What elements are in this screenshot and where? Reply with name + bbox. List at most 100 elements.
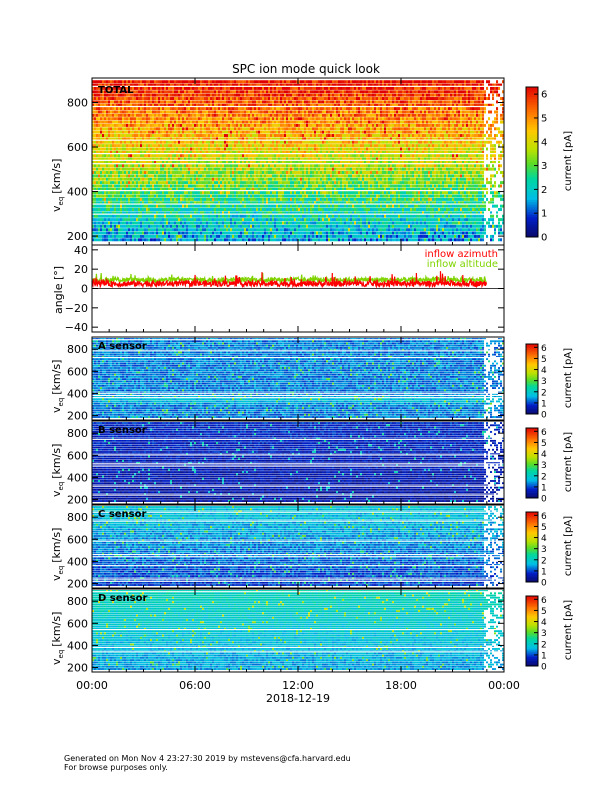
heatmap-cell [288, 188, 290, 190]
heatmap-cell [344, 195, 346, 198]
heatmap-cell [340, 208, 342, 211]
heatmap-cell [118, 218, 120, 221]
heatmap-cell [248, 218, 250, 221]
heatmap-cell [264, 225, 266, 228]
heatmap-cell [394, 191, 396, 194]
heatmap-cell [124, 208, 126, 211]
heatmap-cell [124, 218, 126, 221]
heatmap-cell [154, 184, 156, 187]
heatmap-cell [250, 221, 252, 224]
heatmap-cell [134, 188, 136, 190]
heatmap-cell [348, 205, 350, 208]
heatmap-cell [408, 228, 410, 231]
heatmap-cell [296, 201, 298, 203]
heatmap-cell [430, 198, 432, 201]
heatmap-cell [152, 181, 154, 184]
heatmap-cell [178, 174, 180, 177]
heatmap-cell [216, 215, 218, 218]
heatmap-cell [358, 225, 360, 228]
heatmap-cell [374, 184, 376, 187]
heatmap-cell [250, 178, 252, 181]
heatmap-cell [470, 174, 472, 177]
heatmap-cell [418, 218, 420, 221]
heatmap-cell [272, 188, 274, 190]
heatmap-cell [402, 232, 404, 235]
heatmap-cell [146, 205, 148, 208]
heatmap-cell [324, 178, 326, 181]
heatmap-cell [370, 201, 372, 203]
heatmap-cell [230, 238, 232, 241]
heatmap-cell [448, 218, 450, 221]
heatmap-cell [498, 225, 500, 228]
heatmap-cell [326, 178, 328, 181]
heatmap-cell [150, 232, 152, 235]
heatmap-cell [196, 225, 198, 228]
heatmap-cell [120, 211, 122, 213]
heatmap-cell [200, 235, 202, 238]
heatmap-cell [454, 198, 456, 201]
heatmap-cell [404, 235, 406, 238]
heatmap-cell [360, 191, 362, 194]
heatmap-cell [458, 225, 460, 228]
heatmap-cell [148, 198, 150, 201]
heatmap-cell [152, 184, 154, 187]
heatmap-cell [470, 218, 472, 221]
heatmap-cell [232, 228, 234, 231]
heatmap-cell [222, 221, 224, 224]
heatmap-cell [330, 188, 332, 190]
heatmap-cell [324, 198, 326, 201]
heatmap-cell [266, 191, 268, 194]
heatmap-cell [310, 188, 312, 190]
heatmap-cell [266, 205, 268, 208]
heatmap-cell [424, 228, 426, 231]
heatmap-cell [490, 218, 492, 221]
heatmap-cell [346, 215, 348, 218]
heatmap-cell [458, 184, 460, 187]
heatmap-cell [374, 215, 376, 218]
heatmap-cell [126, 201, 128, 203]
heatmap-cell [172, 191, 174, 194]
heatmap-cell [280, 211, 282, 213]
heatmap-cell [420, 184, 422, 187]
heatmap-cell [244, 178, 246, 181]
heatmap-cell [206, 191, 208, 194]
heatmap-cell [176, 198, 178, 201]
heatmap-cell [368, 178, 370, 181]
heatmap-cell [412, 218, 414, 221]
heatmap-cell [240, 225, 242, 228]
heatmap-cell [466, 184, 468, 187]
heatmap-cell [304, 238, 306, 241]
heatmap-cell [214, 201, 216, 203]
heatmap-cell [346, 188, 348, 190]
heatmap-cell [96, 221, 98, 224]
heatmap-cell [232, 195, 234, 198]
heatmap-cell [310, 195, 312, 198]
heatmap-cell [106, 195, 108, 198]
heatmap-cell [124, 195, 126, 198]
heatmap-cell [286, 232, 288, 235]
heatmap-cell [380, 198, 382, 201]
heatmap-cell [460, 238, 462, 241]
heatmap-cell [268, 221, 270, 224]
heatmap-cell [292, 218, 294, 221]
heatmap-cell [126, 208, 128, 211]
heatmap-cell [238, 228, 240, 231]
heatmap-cell [396, 208, 398, 211]
heatmap-cell [236, 211, 238, 213]
heatmap-cell [316, 232, 318, 235]
heatmap-cell [434, 174, 436, 177]
heatmap-cell [108, 191, 110, 194]
heatmap-cell [366, 205, 368, 208]
heatmap-cell [422, 188, 424, 190]
heatmap-cell [166, 211, 168, 213]
heatmap-cell [208, 235, 210, 238]
heatmap-cell [326, 184, 328, 187]
heatmap-cell [440, 191, 442, 194]
heatmap-cell [268, 211, 270, 213]
heatmap-cell [270, 215, 272, 218]
heatmap-cell [208, 232, 210, 235]
heatmap-cell [274, 198, 276, 201]
heatmap-cell [298, 174, 300, 177]
heatmap-cell [384, 198, 386, 201]
heatmap-cell [300, 195, 302, 198]
